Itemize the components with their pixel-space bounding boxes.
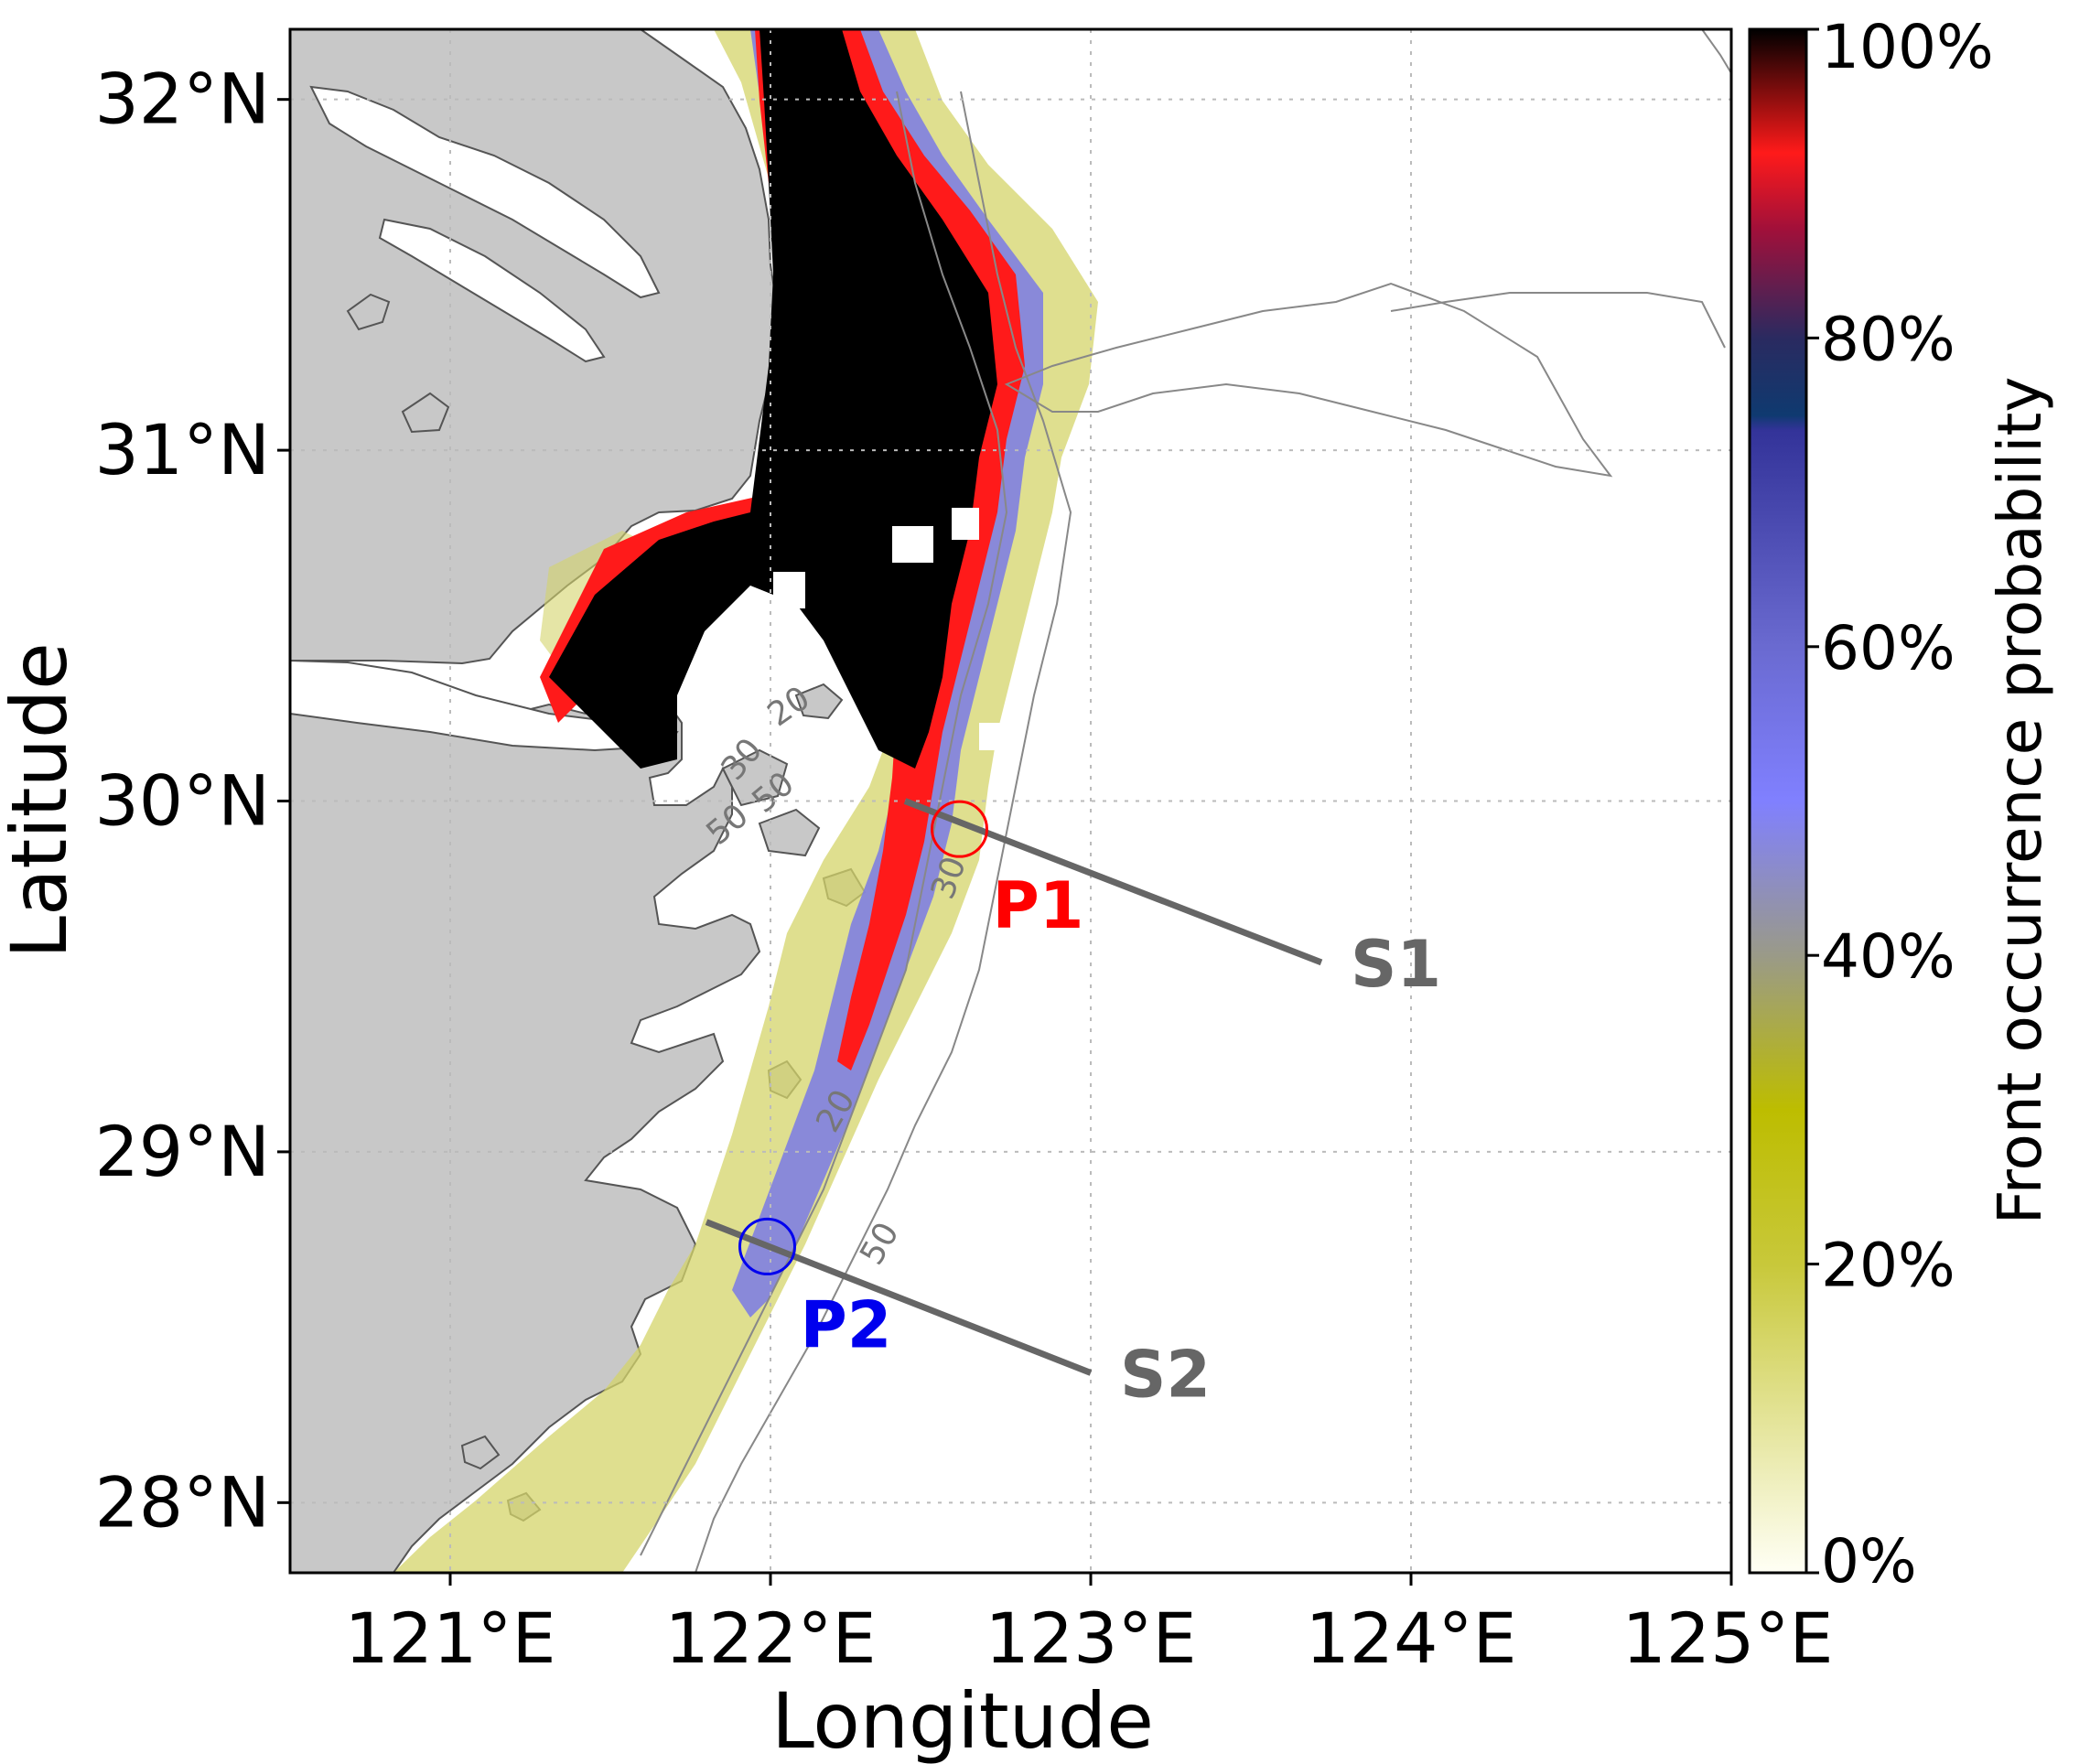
band-black-core xyxy=(549,29,997,769)
colorbar-tick-label-60: 60% xyxy=(1821,613,1955,683)
colorbar-tick-label-100: 100% xyxy=(1821,12,1994,82)
probability-field xyxy=(393,29,1098,1573)
land-island-zhoushan-3 xyxy=(794,683,844,720)
y-tick-labels: 32°N 31°N 30°N 29°N 28°N xyxy=(94,59,270,1544)
land-island-chongming xyxy=(309,85,661,299)
gridlines xyxy=(290,29,1731,1573)
white-patch-1 xyxy=(892,526,933,563)
colorbar-tick-label-40: 40% xyxy=(1821,921,1955,992)
land-mainland-north xyxy=(290,29,780,665)
x-tick-labels: 121°E 122°E 123°E 124°E 125°E xyxy=(344,1597,1833,1679)
land-layer xyxy=(290,29,908,1573)
section-line-s1 xyxy=(903,798,1323,966)
marker-circle-p1 xyxy=(931,800,988,858)
section-label-s1: S1 xyxy=(1351,927,1441,1002)
isobath-layer xyxy=(640,29,1731,1573)
isobath-offshore xyxy=(1004,282,1613,478)
plot-content: 20 30 50 50 30 20 50 xyxy=(290,29,1731,1573)
y-tick-label-31: 31°N xyxy=(94,409,270,490)
x-tick-label-122: 122°E xyxy=(664,1597,876,1679)
x-tick-label-124: 124°E xyxy=(1305,1597,1516,1679)
axis-ticks xyxy=(277,98,1733,1586)
colorbar-title: Front occurrence probability xyxy=(1985,377,2055,1225)
section-label-s2: S2 xyxy=(1120,1337,1211,1412)
marker-label-p1: P1 xyxy=(993,868,1084,943)
isobath-outer xyxy=(695,91,1072,1573)
x-tick-label-123: 123°E xyxy=(985,1597,1196,1679)
colorbar-tick-label-20: 20% xyxy=(1821,1231,1955,1301)
colorbar-tick-label-80: 80% xyxy=(1821,304,1955,374)
marker-circle-p2 xyxy=(738,1217,796,1275)
y-tick-label-28: 28°N xyxy=(94,1461,270,1543)
colorbar-bar xyxy=(1748,27,1808,1575)
marker-label-p2: P2 xyxy=(801,1287,892,1362)
y-axis-title: Latitude xyxy=(0,642,84,959)
colorbar-tick-label-0: 0% xyxy=(1821,1526,1917,1597)
land-island-zhoushan-2 xyxy=(758,808,821,857)
x-tick-label-125: 125°E xyxy=(1621,1597,1833,1679)
overlay-annotations: S1 S2 P1 P2 xyxy=(705,798,1441,1412)
land-island-zhoushan-1 xyxy=(721,748,789,807)
y-tick-label-32: 32°N xyxy=(94,59,270,140)
section-line-s2 xyxy=(705,1219,1093,1376)
land-estuary-channel xyxy=(378,218,606,363)
white-patch-3 xyxy=(773,572,805,608)
colorbar: 0% 20% 40% 60% 80% 100% Front occurrence… xyxy=(1748,12,2055,1597)
colorbar-ticks xyxy=(1806,27,1819,1575)
land-island-south-2 xyxy=(460,1435,501,1470)
isobath-northeast xyxy=(1701,29,1731,74)
white-patch-4 xyxy=(979,723,1007,750)
white-patch-2 xyxy=(952,508,979,540)
land-island-a xyxy=(346,293,391,331)
isobath-offshore-east xyxy=(1390,292,1726,349)
land-island-b xyxy=(401,392,450,434)
x-tick-label-121: 121°E xyxy=(344,1597,555,1679)
x-axis-title: Longitude xyxy=(771,1676,1154,1764)
y-tick-label-29: 29°N xyxy=(94,1111,270,1192)
y-tick-label-30: 30°N xyxy=(94,760,270,842)
isobath-inner xyxy=(640,91,1008,1556)
